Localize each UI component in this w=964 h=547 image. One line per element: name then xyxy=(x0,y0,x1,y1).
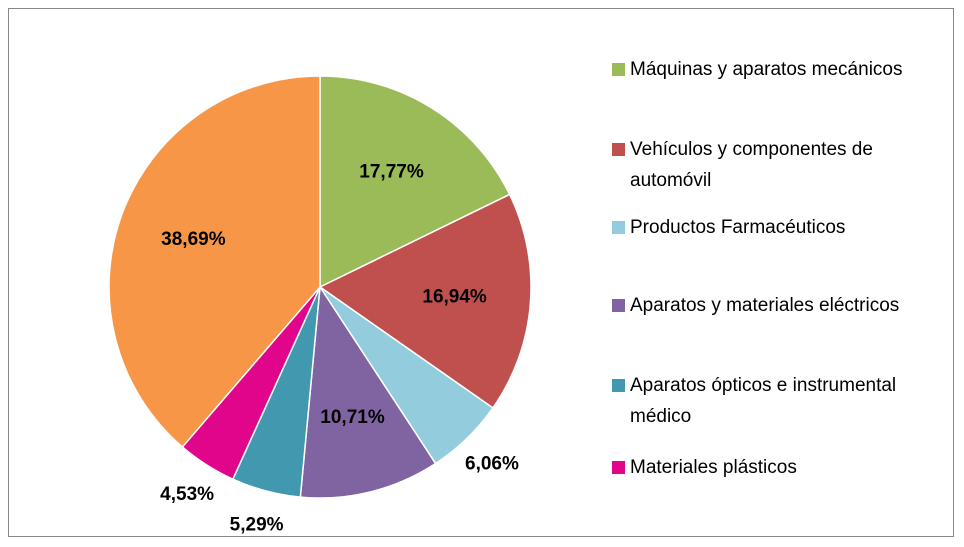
legend-label: Vehículos y componentes de automóvil xyxy=(630,139,873,191)
legend-swatch xyxy=(612,221,625,234)
data-label: 5,29% xyxy=(230,515,284,536)
pie-slice xyxy=(299,284,437,499)
legend-label: Máquinas y aparatos mecánicos xyxy=(630,59,903,80)
legend-swatch xyxy=(612,379,625,392)
data-label: 17,77% xyxy=(359,161,424,182)
pie-slice xyxy=(108,75,321,449)
legend-swatch xyxy=(612,299,625,312)
data-label: 4,53% xyxy=(160,484,214,505)
legend-label: Aparatos ópticos e instrumental médico xyxy=(630,375,897,427)
legend-label: Productos Farmacéuticos xyxy=(630,217,846,238)
legend-entry: Aparatos y materiales eléctricos xyxy=(612,290,947,321)
pie-slice xyxy=(319,75,511,289)
data-label: 10,71% xyxy=(320,407,385,428)
legend-swatch xyxy=(612,461,625,474)
pie-slice xyxy=(318,193,532,409)
legend-entry: Materiales plásticos xyxy=(612,452,947,483)
data-label: 6,06% xyxy=(465,453,519,474)
data-label: 38,69% xyxy=(161,229,226,250)
legend-entry: Aparatos ópticos e instrumental médico xyxy=(612,370,947,432)
data-label: 16,94% xyxy=(422,287,487,308)
legend-swatch xyxy=(612,143,625,156)
legend-entry: Productos Farmacéuticos xyxy=(612,212,947,243)
legend-label: Aparatos y materiales eléctricos xyxy=(630,295,900,316)
legend-label: Materiales plásticos xyxy=(630,457,797,478)
chart-frame xyxy=(8,8,954,537)
legend-entry: Vehículos y componentes de automóvil xyxy=(612,134,947,196)
legend-swatch xyxy=(612,63,625,76)
legend-entry: Máquinas y aparatos mecánicos xyxy=(612,54,947,85)
